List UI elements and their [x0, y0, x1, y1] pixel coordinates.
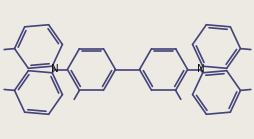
- Text: N: N: [51, 64, 58, 75]
- Text: N: N: [196, 64, 203, 75]
